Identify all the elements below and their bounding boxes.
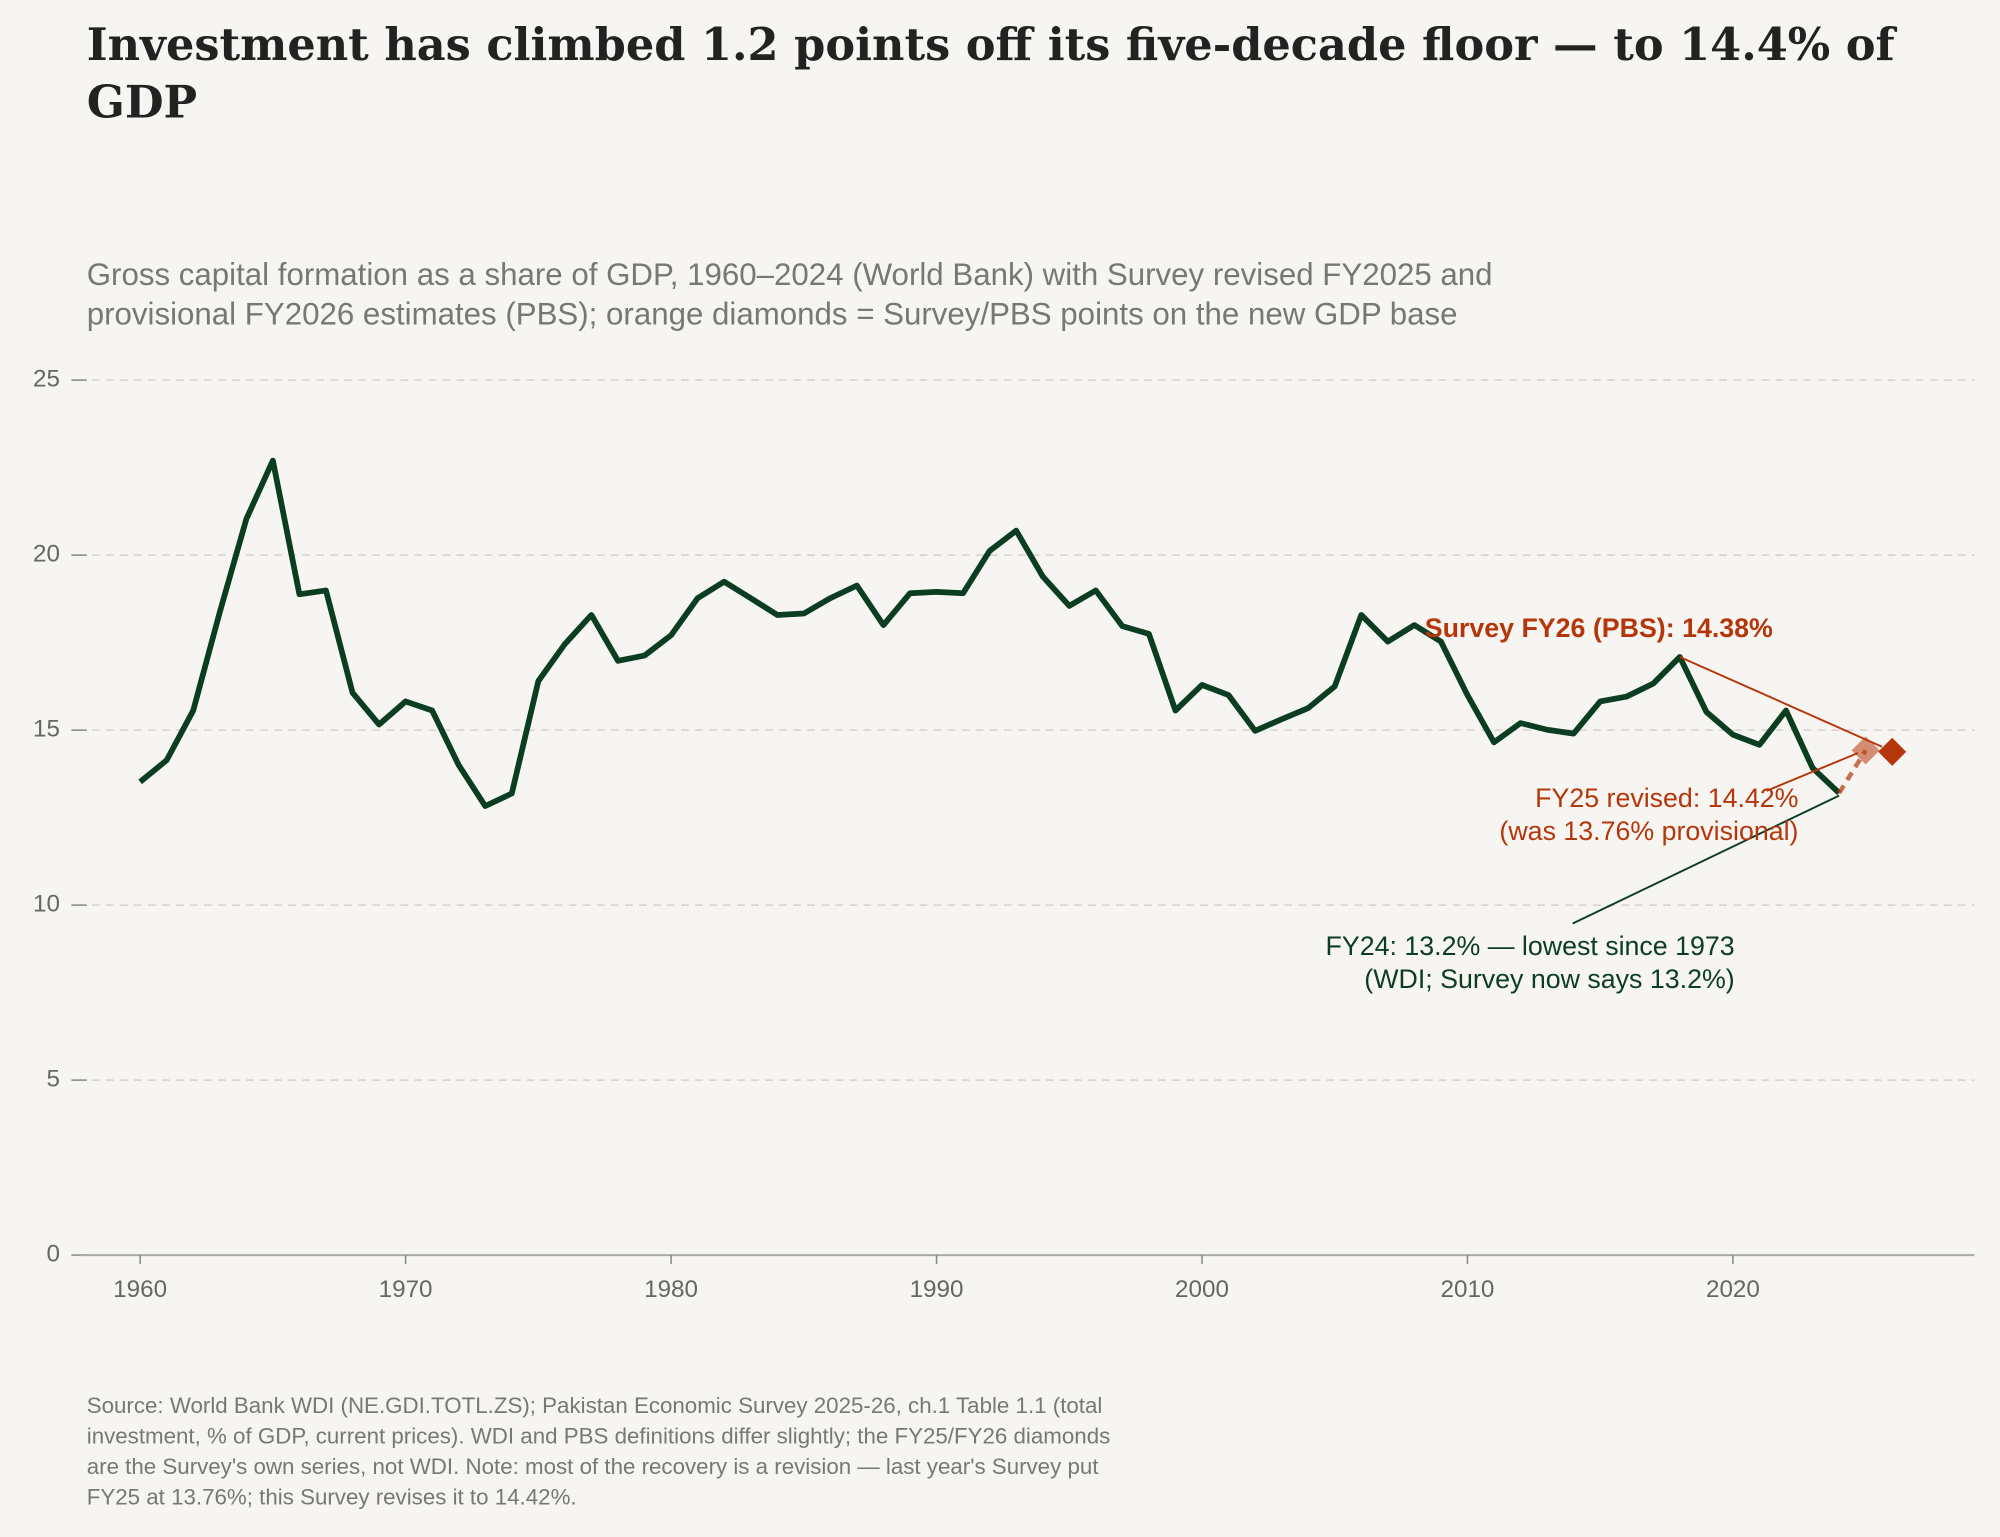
subtitle: Gross capital formation as a share of GD… bbox=[87, 257, 1493, 292]
source-note: FY25 at 13.76%; this Survey revises it t… bbox=[87, 1485, 577, 1510]
x-tick-label: 2010 bbox=[1441, 1276, 1495, 1303]
y-tick-label: 20 bbox=[33, 541, 60, 568]
annotation: (was 13.76% provisional) bbox=[1499, 816, 1798, 846]
annotation-arrow bbox=[1679, 656, 1883, 748]
chart-title: GDP bbox=[87, 75, 197, 128]
y-tick-label: 10 bbox=[33, 891, 60, 918]
y-tick-label: 25 bbox=[33, 366, 60, 393]
x-tick-label: 1980 bbox=[644, 1276, 698, 1303]
y-tick-label: 5 bbox=[46, 1066, 59, 1093]
source-note: Source: World Bank WDI (NE.GDI.TOTL.ZS);… bbox=[87, 1393, 1103, 1418]
revision-link bbox=[1837, 749, 1868, 795]
y-tick-label: 15 bbox=[33, 716, 60, 743]
x-tick-label: 2000 bbox=[1175, 1276, 1229, 1303]
survey-diamond bbox=[1851, 736, 1880, 765]
source-note: investment, % of GDP, current prices). W… bbox=[87, 1423, 1111, 1448]
x-tick-label: 1960 bbox=[113, 1276, 167, 1303]
annotation: FY25 revised: 14.42% bbox=[1535, 783, 1798, 813]
annotation: Survey FY26 (PBS): 14.38% bbox=[1425, 613, 1773, 643]
annotation-arrow bbox=[1766, 752, 1859, 792]
subtitle: provisional FY2026 estimates (PBS); oran… bbox=[87, 297, 1458, 332]
survey-diamond bbox=[1878, 737, 1907, 766]
y-tick-label: 0 bbox=[46, 1241, 59, 1268]
x-tick-label: 1970 bbox=[379, 1276, 433, 1303]
annotation: (WDI; Survey now says 13.2%) bbox=[1364, 964, 1734, 994]
chart-title: Investment has climbed 1.2 points off it… bbox=[87, 18, 1898, 71]
data-line bbox=[138, 457, 1842, 809]
annotation: FY24: 13.2% — lowest since 1973 bbox=[1326, 931, 1735, 961]
source-note: are the Survey's own series, not WDI. No… bbox=[87, 1454, 1100, 1479]
annotation-arrow bbox=[1572, 794, 1840, 925]
x-tick-label: 1990 bbox=[910, 1276, 964, 1303]
x-tick-label: 2020 bbox=[1706, 1276, 1760, 1303]
